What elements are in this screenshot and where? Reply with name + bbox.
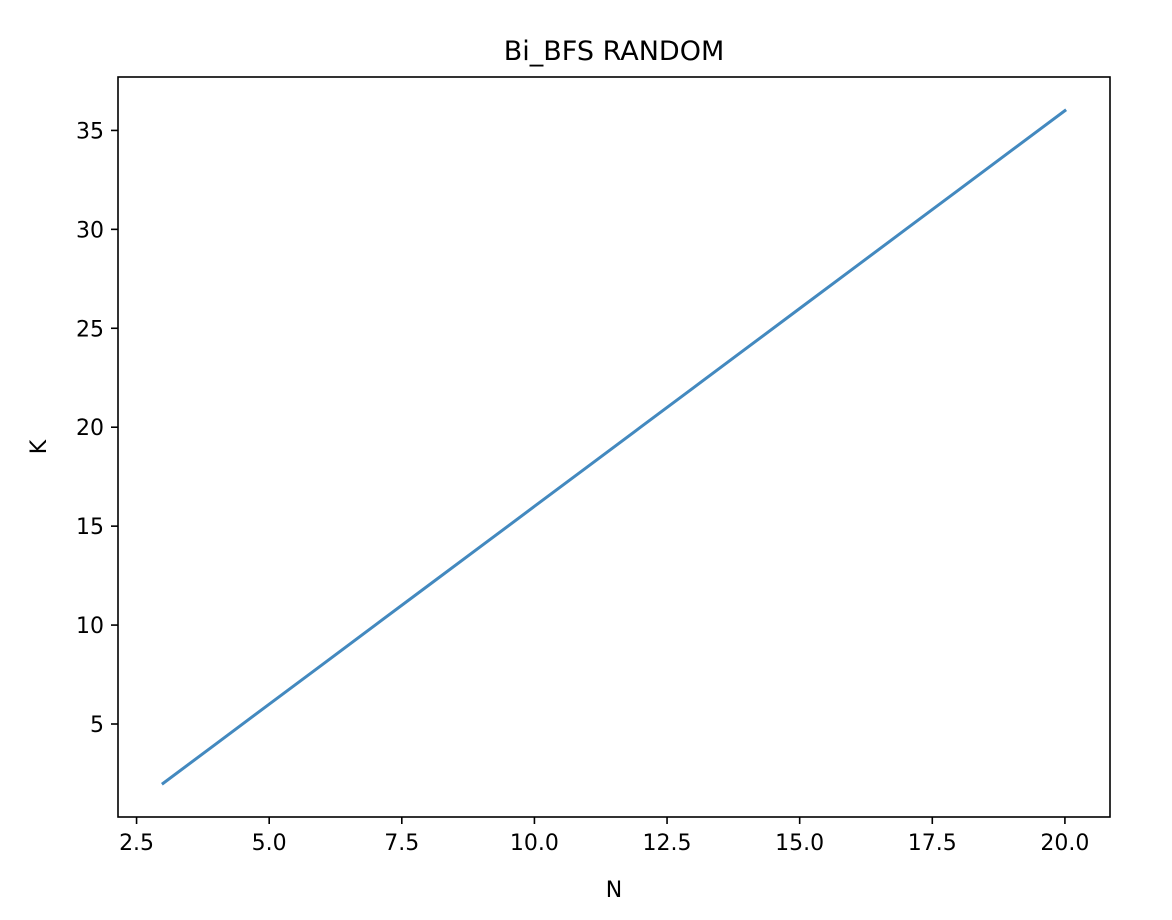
- y-tick-label: 25: [76, 317, 104, 342]
- x-tick-label: 7.5: [384, 831, 419, 856]
- x-tick-label: 17.5: [908, 831, 957, 856]
- y-axis-label: K: [27, 439, 52, 454]
- y-tick-label: 5: [90, 713, 104, 738]
- y-tick-label: 15: [76, 515, 104, 540]
- x-tick-label: 5.0: [252, 831, 287, 856]
- x-tick-label: 2.5: [119, 831, 154, 856]
- x-tick-label: 10.0: [510, 831, 559, 856]
- y-tick-label: 35: [76, 119, 104, 144]
- chart-title: Bi_BFS RANDOM: [504, 36, 725, 67]
- y-tick-label: 20: [76, 416, 104, 441]
- x-tick-label: 15.0: [775, 831, 824, 856]
- y-axis-ticks: 5 10 15 20 25 30 35: [76, 119, 118, 738]
- x-axis-label: N: [606, 878, 622, 903]
- plot-area-frame: [117, 76, 1111, 818]
- x-axis-ticks: 2.5 5.0 7.5 10.0 12.5 15.0 17.5 20.0: [119, 817, 1089, 856]
- x-tick-label: 20.0: [1040, 831, 1089, 856]
- series-line: [160, 108, 1068, 786]
- series-layer: [160, 108, 1068, 786]
- x-tick-label: 12.5: [643, 831, 692, 856]
- y-tick-label: 30: [76, 218, 104, 243]
- y-tick-label: 10: [76, 614, 104, 639]
